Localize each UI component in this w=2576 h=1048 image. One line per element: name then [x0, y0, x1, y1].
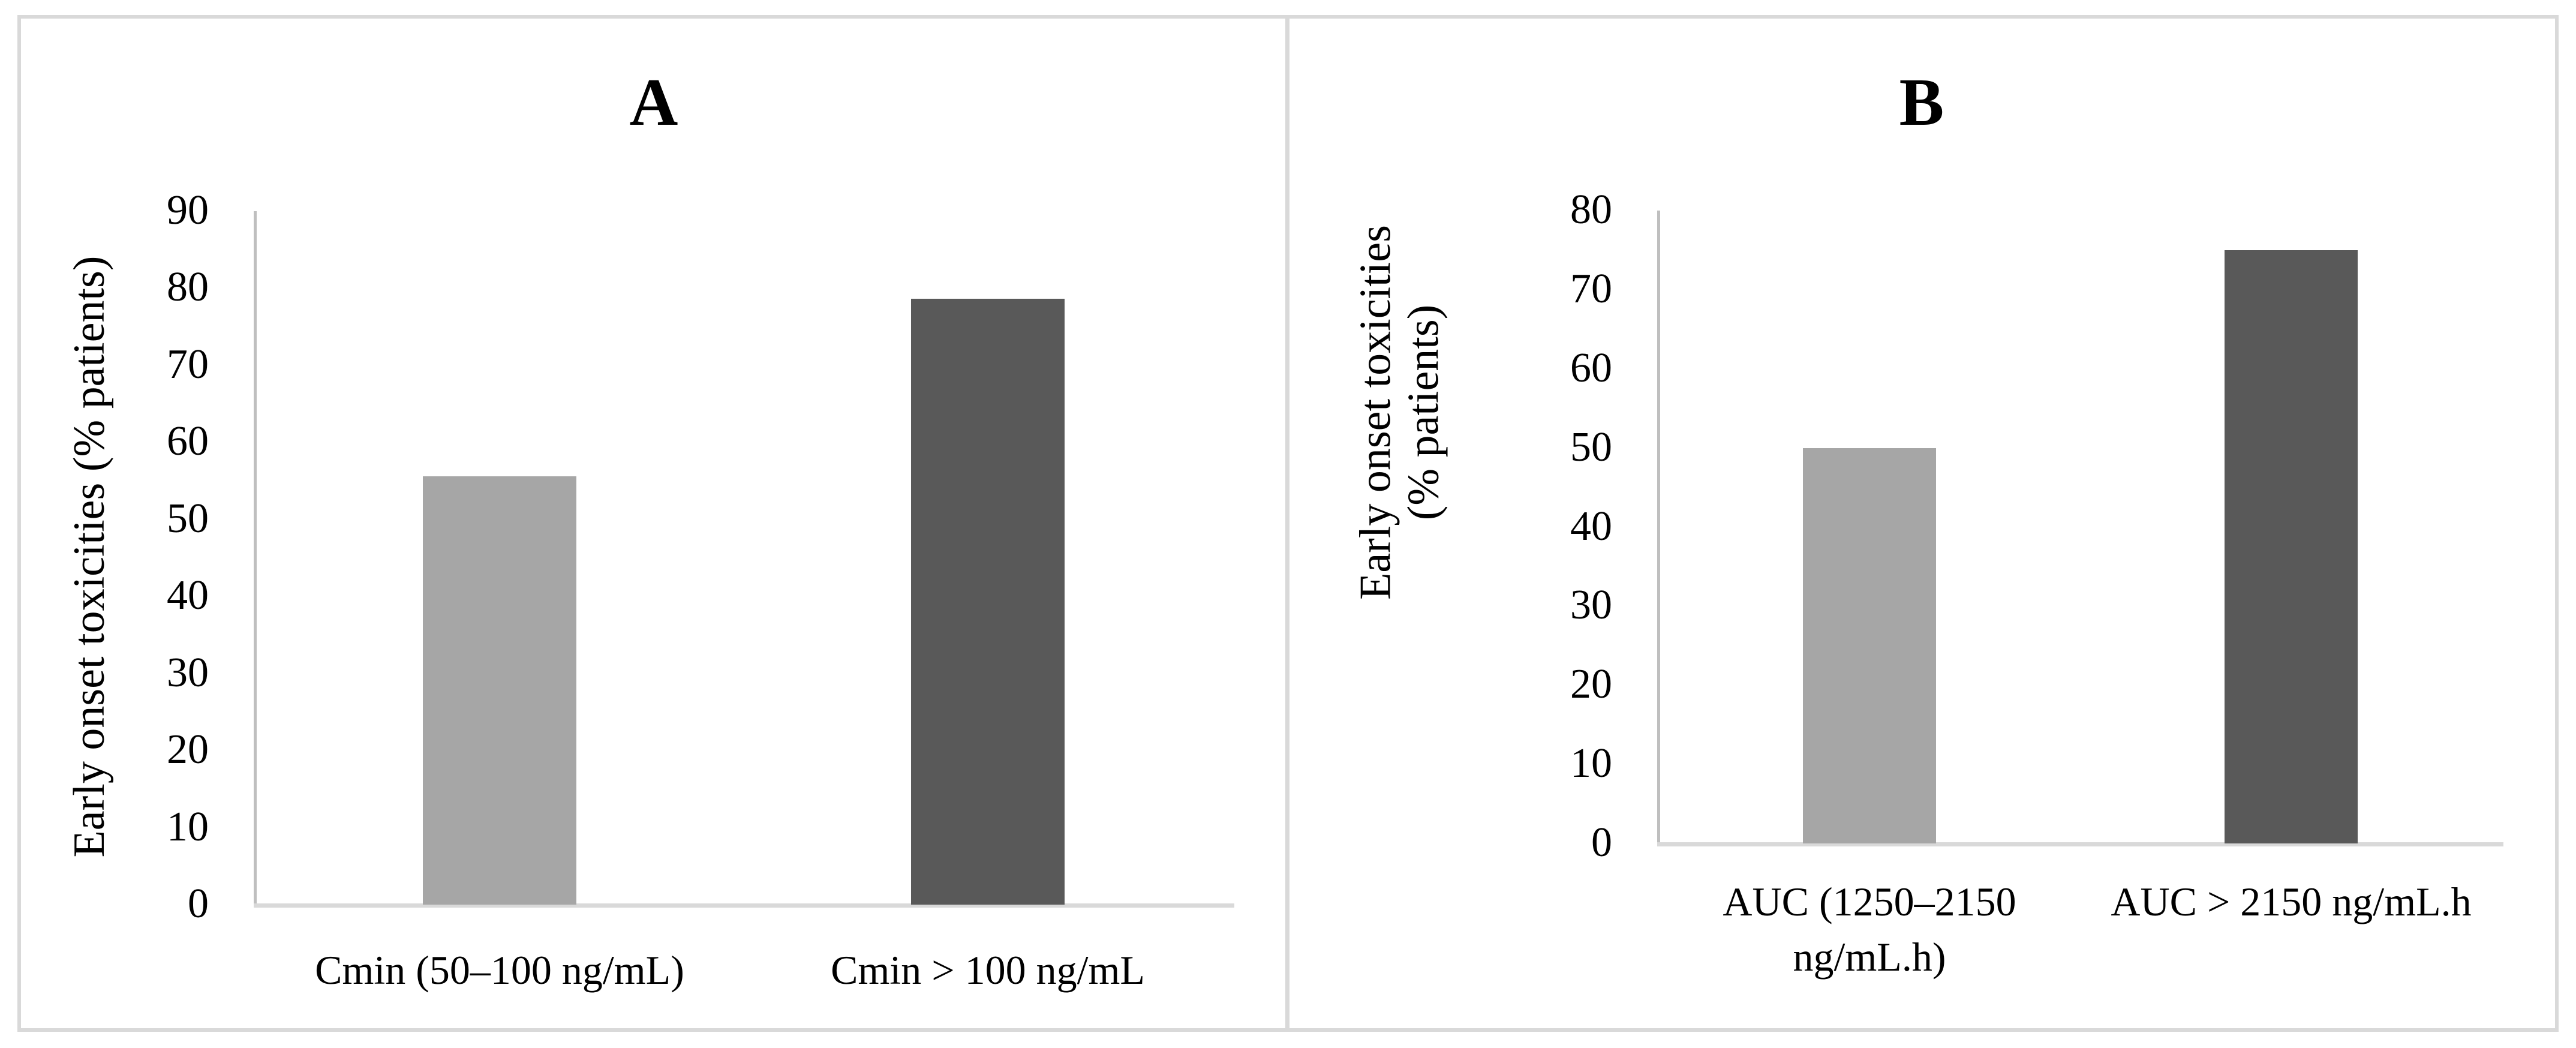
- panel-b-y-axis-label-line-1: Early onset toxicities: [1351, 225, 1400, 600]
- panel-b-y-tick-label: 50: [1570, 424, 1612, 470]
- panel-a-title: A: [629, 65, 678, 140]
- panel-a-y-tick-label: 90: [167, 187, 209, 233]
- panel-b-y-tick-label: 10: [1570, 740, 1612, 787]
- panel-b-y-tick-label: 80: [1570, 187, 1612, 233]
- panel-a-y-tick-label: 50: [167, 495, 209, 542]
- panel-b-category-label-0-line-1: AUC (1250–2150: [1723, 879, 2016, 924]
- panel-b-y-tick-label: 60: [1570, 344, 1612, 391]
- panel-a-x-axis: [254, 903, 1234, 908]
- panel-b-category-label-0: AUC (1250–2150 ng/mL.h): [1690, 875, 2049, 985]
- panel-b-category-label-1: AUC > 2150 ng/mL.h: [2081, 875, 2501, 930]
- panel-a-y-tick-label: 80: [167, 264, 209, 311]
- panel-a-category-label-1: Cmin > 100 ng/mL: [831, 947, 1145, 993]
- panel-b-bar-1: [2225, 250, 2358, 843]
- panel-b-y-axis: [1657, 211, 1660, 845]
- panel-b-bar-0: [1803, 448, 1936, 843]
- panel-b-y-axis-label: Early onset toxicities (% patients): [1351, 173, 1457, 653]
- panel-a-y-tick-label: 60: [167, 418, 209, 465]
- panel-a-y-tick-label: 70: [167, 341, 209, 388]
- panel-b-category-label-0-line-2: ng/mL.h): [1793, 933, 1946, 980]
- panel-a-y-tick-label: 10: [167, 803, 209, 850]
- panel-b-x-axis: [1657, 842, 2503, 846]
- panel-b-title: B: [1899, 65, 1944, 140]
- panel-b-y-tick-label: 0: [1591, 819, 1612, 866]
- panel-a-y-axis: [254, 211, 257, 907]
- panel-b-y-tick-label: 70: [1570, 265, 1612, 312]
- panel-a-category-label-0: Cmin (50–100 ng/mL): [315, 947, 684, 993]
- panel-b-category-label-1-line-1: AUC > 2150 ng/mL.h: [2111, 879, 2472, 924]
- panel-a-y-tick-label: 30: [167, 649, 209, 696]
- panel-a-bar-1: [911, 299, 1065, 905]
- panel-divider: [1285, 15, 1289, 1032]
- panel-a-y-tick-label: 40: [167, 572, 209, 619]
- panel-a-bar-0: [423, 476, 576, 905]
- panel-b-y-tick-label: 30: [1570, 582, 1612, 629]
- panel-b-y-tick-label: 40: [1570, 503, 1612, 549]
- panel-b-y-tick-label: 20: [1570, 661, 1612, 708]
- panel-a-y-tick-label: 20: [167, 726, 209, 773]
- panel-b-y-axis-label-line-2: (% patients): [1399, 304, 1448, 521]
- panel-a-y-tick-label: 0: [188, 881, 209, 927]
